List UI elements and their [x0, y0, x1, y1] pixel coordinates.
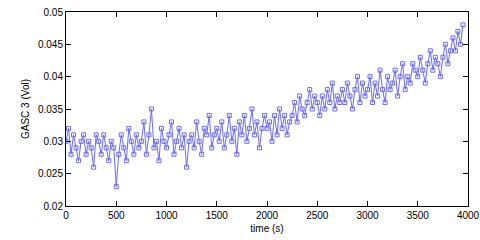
svg-text:GASC 3 (Vol): GASC 3 (Vol) [20, 79, 31, 139]
svg-text:1500: 1500 [206, 210, 229, 221]
svg-text:0.02: 0.02 [44, 201, 64, 212]
svg-text:3000: 3000 [356, 210, 379, 221]
svg-text:4000: 4000 [457, 210, 480, 221]
svg-text:0.05: 0.05 [44, 7, 64, 18]
svg-text:0: 0 [63, 210, 69, 221]
svg-text:1000: 1000 [155, 210, 178, 221]
svg-text:3500: 3500 [407, 210, 430, 221]
svg-text:0.03: 0.03 [44, 136, 64, 147]
svg-text:time (s): time (s) [250, 223, 283, 234]
svg-text:0.025: 0.025 [38, 168, 63, 179]
svg-text:0.04: 0.04 [44, 71, 64, 82]
svg-text:500: 500 [108, 210, 125, 221]
svg-text:0.035: 0.035 [38, 104, 63, 115]
svg-text:2500: 2500 [306, 210, 329, 221]
svg-text:0.045: 0.045 [38, 39, 63, 50]
svg-text:2000: 2000 [256, 210, 279, 221]
